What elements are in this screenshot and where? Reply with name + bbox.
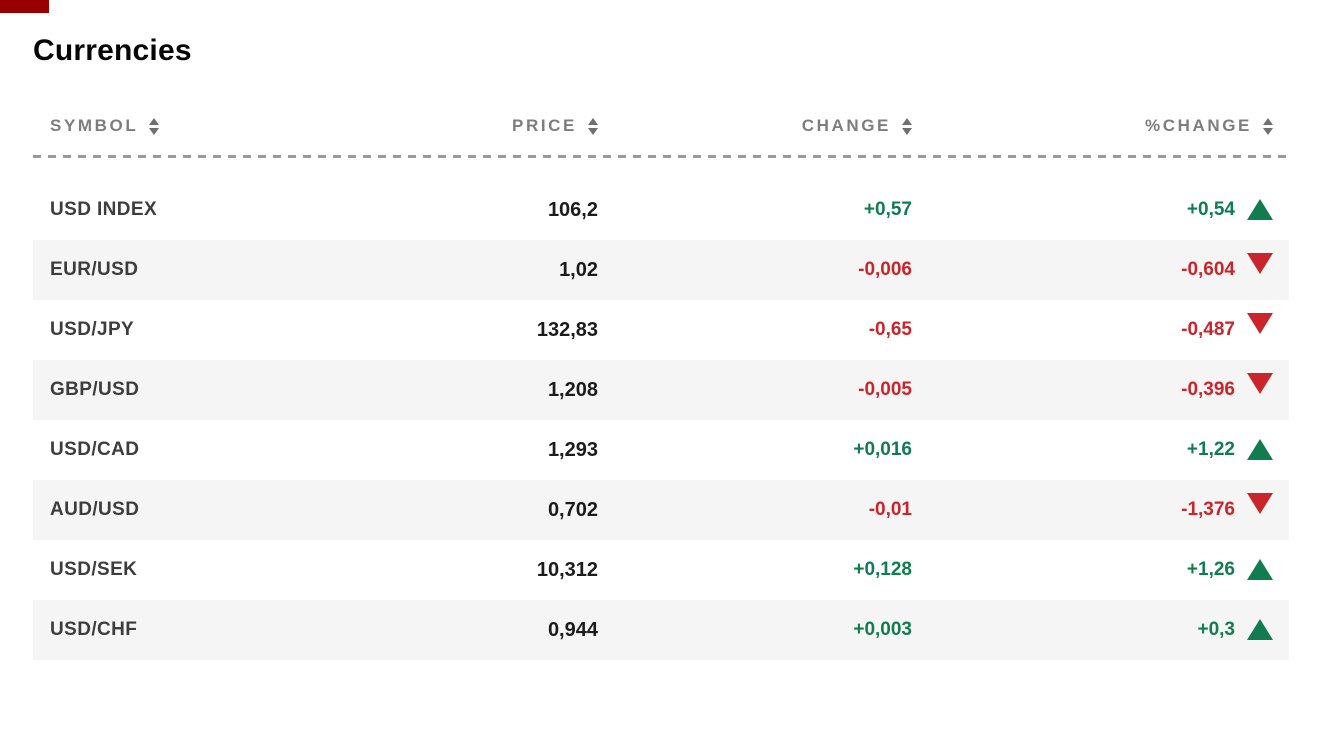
change-cell: -0,65 <box>598 319 912 341</box>
pct-change-cell: +1,22 <box>912 438 1289 461</box>
symbol-cell: AUD/USD <box>50 499 140 520</box>
column-header-label: SYMBOL <box>50 116 139 135</box>
trend-arrow-icon <box>1247 312 1273 334</box>
column-header-symbol[interactable]: SYMBOL <box>33 116 283 136</box>
symbol-cell: USD/CHF <box>50 619 138 640</box>
pct-change-cell: -0,604 <box>912 252 1289 281</box>
column-header-change[interactable]: CHANGE <box>598 116 912 136</box>
change-value: +0,003 <box>853 619 912 640</box>
price-cell: 132,83 <box>536 318 598 341</box>
pct-change-value: +0,54 <box>1186 199 1235 220</box>
symbol-cell: EUR/USD <box>50 259 139 280</box>
trend-arrow-icon <box>1247 558 1273 580</box>
progress-bar <box>0 0 49 13</box>
page-title: Currencies <box>33 34 192 67</box>
pct-change-cell: +0,3 <box>912 618 1289 641</box>
pct-change-cell: +0,54 <box>912 198 1289 221</box>
price-cell: 1,208 <box>547 378 598 401</box>
symbol-cell: USD/JPY <box>50 319 135 340</box>
trend-arrow-icon <box>1247 618 1273 640</box>
change-cell: +0,128 <box>598 559 912 581</box>
change-value: -0,65 <box>868 319 912 340</box>
pct-change-value: -0,396 <box>1181 379 1235 400</box>
table-row[interactable]: EUR/USD 1,02 -0,006 -0,604 <box>33 240 1289 300</box>
pct-change-cell: -1,376 <box>912 492 1289 521</box>
change-value: -0,006 <box>858 259 912 280</box>
pct-change-cell: -0,487 <box>912 312 1289 341</box>
change-cell: -0,006 <box>598 259 912 281</box>
pct-change-value: -0,604 <box>1181 259 1235 280</box>
change-value: -0,005 <box>858 379 912 400</box>
change-cell: +0,016 <box>598 439 912 461</box>
currencies-widget: Currencies SYMBOL PRICE CHANGE %CHANGE U… <box>0 34 1322 660</box>
change-value: +0,016 <box>853 439 912 460</box>
table-row[interactable]: USD/CAD 1,293 +0,016 +1,22 <box>33 420 1289 480</box>
pct-change-value: +1,22 <box>1186 439 1235 460</box>
pct-change-value: +1,26 <box>1186 559 1235 580</box>
price-cell: 0,944 <box>547 618 598 641</box>
column-header-price[interactable]: PRICE <box>283 116 598 136</box>
price-cell: 10,312 <box>536 558 598 581</box>
symbol-cell: USD INDEX <box>50 199 158 220</box>
change-cell: +0,57 <box>598 199 912 221</box>
change-cell: -0,01 <box>598 499 912 521</box>
table-row[interactable]: USD/JPY 132,83 -0,65 -0,487 <box>33 300 1289 360</box>
pct-change-cell: -0,396 <box>912 372 1289 401</box>
sort-icon[interactable] <box>149 117 160 135</box>
trend-arrow-icon <box>1247 372 1273 394</box>
change-value: -0,01 <box>868 499 912 520</box>
pct-change-cell: +1,26 <box>912 558 1289 581</box>
header-divider <box>33 155 1289 158</box>
change-value: +0,57 <box>863 199 912 220</box>
trend-arrow-icon <box>1247 438 1273 460</box>
change-cell: -0,005 <box>598 379 912 401</box>
table-row[interactable]: AUD/USD 0,702 -0,01 -1,376 <box>33 480 1289 540</box>
trend-arrow-icon <box>1247 198 1273 220</box>
column-header-pct-change[interactable]: %CHANGE <box>912 116 1289 136</box>
column-header-label: PRICE <box>512 116 577 135</box>
price-cell: 0,702 <box>547 498 598 521</box>
price-cell: 1,293 <box>547 438 598 461</box>
table-header: SYMBOL PRICE CHANGE %CHANGE <box>33 116 1289 136</box>
price-cell: 106,2 <box>547 198 598 221</box>
sort-icon[interactable] <box>902 117 912 135</box>
table-row[interactable]: USD/SEK 10,312 +0,128 +1,26 <box>33 540 1289 600</box>
sort-icon[interactable] <box>1263 117 1273 135</box>
symbol-cell: GBP/USD <box>50 379 140 400</box>
table-row[interactable]: GBP/USD 1,208 -0,005 -0,396 <box>33 360 1289 420</box>
column-header-label: %CHANGE <box>1145 116 1252 135</box>
table-body: USD INDEX 106,2 +0,57 +0,54 EUR/USD 1,02… <box>33 180 1289 660</box>
change-cell: +0,003 <box>598 619 912 641</box>
symbol-cell: USD/CAD <box>50 439 140 460</box>
pct-change-value: -0,487 <box>1181 319 1235 340</box>
change-value: +0,128 <box>853 559 912 580</box>
column-header-label: CHANGE <box>801 116 891 135</box>
trend-arrow-icon <box>1247 252 1273 274</box>
pct-change-value: -1,376 <box>1181 499 1235 520</box>
trend-arrow-icon <box>1247 492 1273 514</box>
sort-icon[interactable] <box>588 117 598 135</box>
table-row[interactable]: USD/CHF 0,944 +0,003 +0,3 <box>33 600 1289 660</box>
symbol-cell: USD/SEK <box>50 559 138 580</box>
pct-change-value: +0,3 <box>1197 619 1235 640</box>
table-row[interactable]: USD INDEX 106,2 +0,57 +0,54 <box>33 180 1289 240</box>
price-cell: 1,02 <box>559 258 598 281</box>
